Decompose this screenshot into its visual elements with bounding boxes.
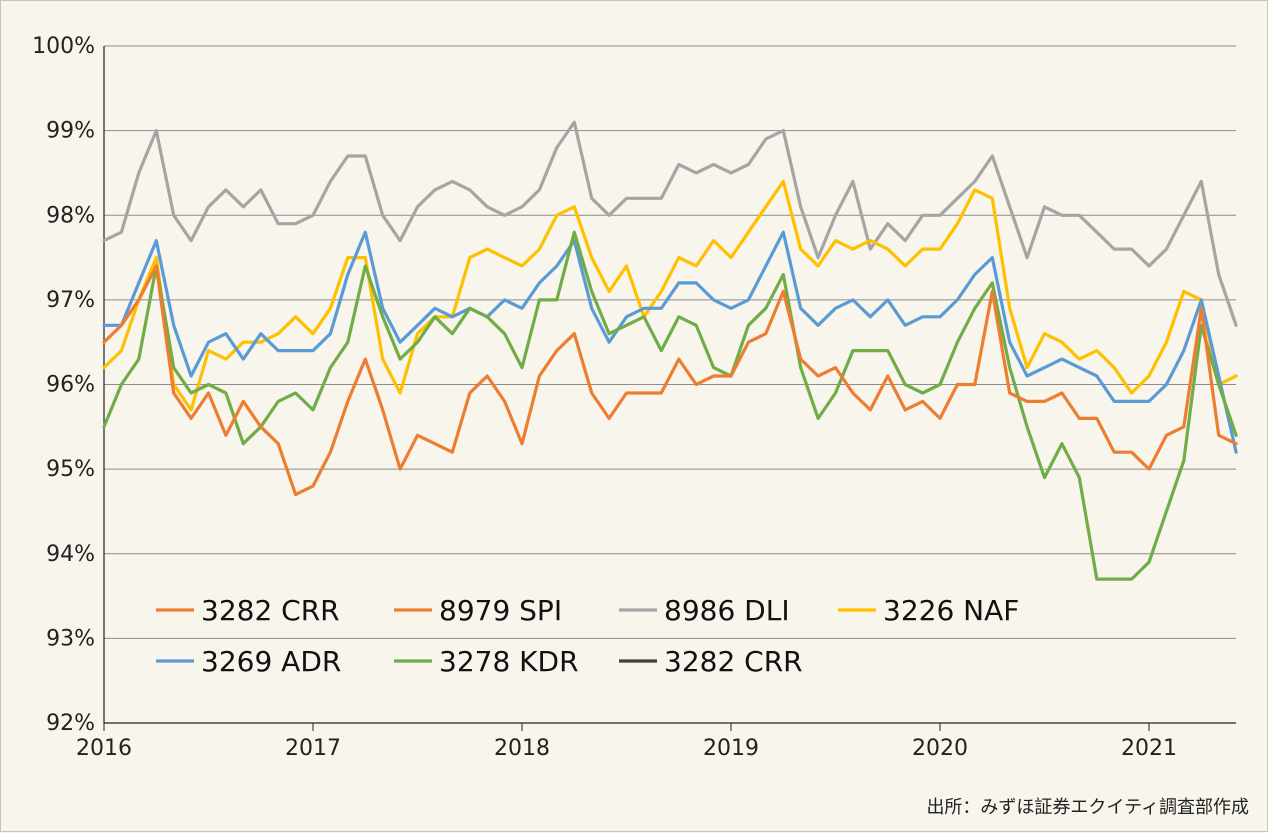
y-tick-label: 96% (46, 373, 95, 398)
x-tick-label: 2016 (76, 736, 132, 761)
legend-label: 3226 NAF (883, 594, 1019, 627)
source-note: 出所：みずほ証券エクイティ調査部作成 (926, 797, 1249, 818)
legend-label: 3269 ADR (201, 645, 341, 678)
series-line-3269-adr (102, 230, 1238, 454)
series-line-8986-dli (102, 120, 1238, 327)
y-tick-label: 95% (46, 457, 95, 482)
x-tick-label: 2018 (494, 736, 550, 761)
legend-label: 8986 DLI (664, 594, 790, 627)
legend-label: 8979 SPI (439, 594, 562, 627)
y-tick-label: 99% (46, 119, 95, 144)
legend-label: 3282 CRR (664, 645, 803, 678)
y-tick-label: 94% (46, 542, 95, 567)
y-tick-label: 98% (46, 203, 95, 228)
legend-label: 3282 CRR (201, 594, 340, 627)
y-tick-label: 100% (32, 34, 95, 59)
y-tick-label: 92% (46, 711, 95, 736)
x-tick-label: 2020 (912, 736, 968, 761)
x-tick-label: 2017 (285, 736, 341, 761)
x-tick-label: 2019 (703, 736, 759, 761)
x-tick-label: 2021 (1121, 736, 1177, 761)
series-line-3226-naf (102, 179, 1238, 412)
legend-label: 3278 KDR (439, 645, 579, 678)
y-tick-label: 93% (46, 626, 95, 651)
series-line-3278-kdr (102, 230, 1238, 581)
series-line-3282-crr (102, 264, 1238, 497)
y-tick-label: 97% (46, 288, 95, 313)
